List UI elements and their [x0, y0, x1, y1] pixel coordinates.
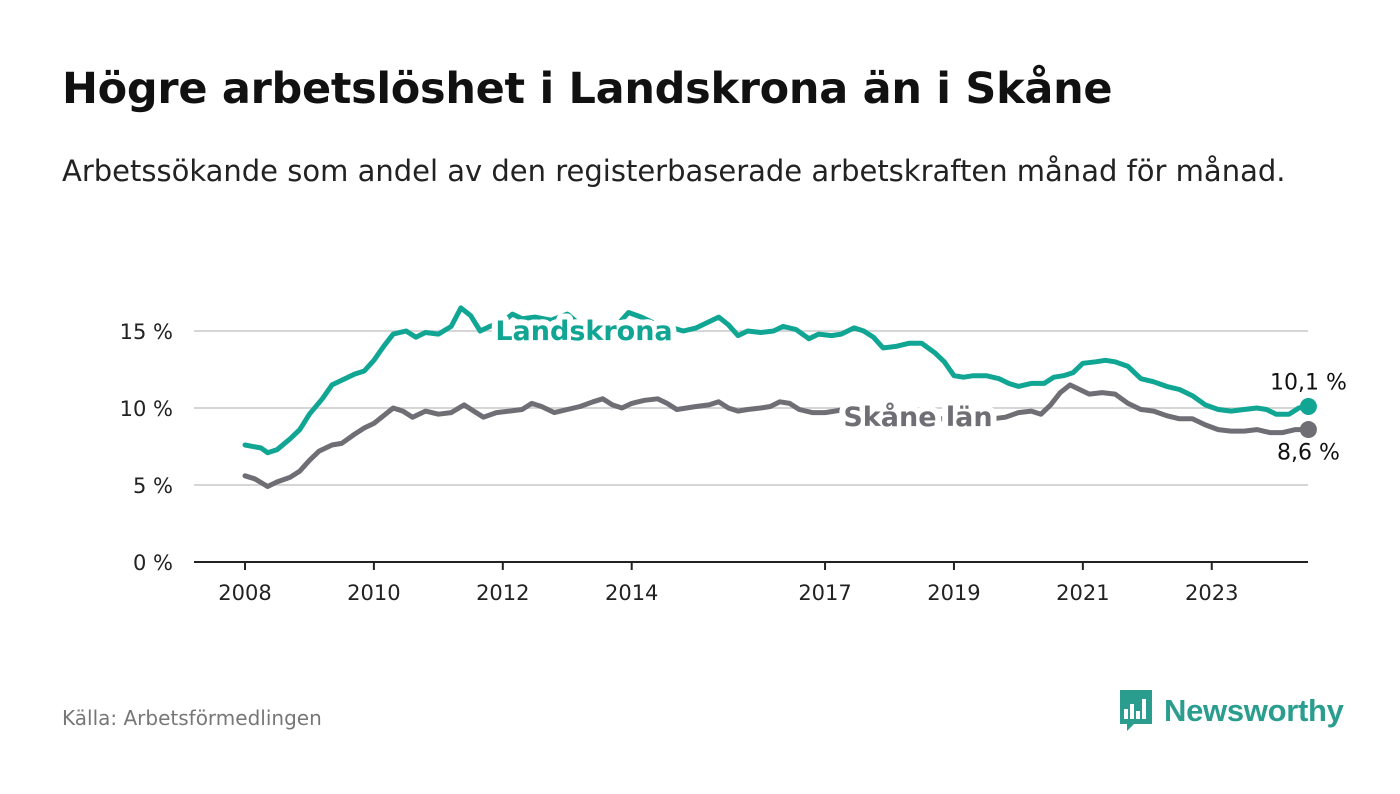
- x-tick-label: 2023: [1185, 581, 1238, 605]
- x-tick-label: 2021: [1056, 581, 1109, 605]
- y-tick-label: 0 %: [133, 551, 173, 575]
- source-note: Källa: Arbetsförmedlingen: [62, 706, 322, 730]
- series-name-halo: Skåne län: [843, 401, 992, 433]
- series-name-label: Landskrona: [495, 316, 672, 347]
- x-tick-label: 2014: [605, 581, 658, 605]
- x-tick-label: 2017: [798, 581, 851, 605]
- series-end-value: 10,1 %: [1270, 370, 1347, 395]
- series-name-label: Skåne län: [843, 401, 992, 433]
- series-end-point: [1299, 421, 1317, 439]
- series-line: [242, 382, 1311, 489]
- line-chart: 0 %5 %10 %15 % 2008 2010 2012 2014 2017 2019 2…: [120, 305, 1347, 605]
- chart-subtitle: Arbetssökande som andel av den registerb…: [62, 154, 1286, 188]
- x-tick-label: 2019: [927, 581, 980, 605]
- x-tick-label: 2010: [347, 581, 400, 605]
- y-tick-label: 15 %: [120, 320, 173, 344]
- x-axis: 2008 2010 2012 2014 2017 2019 2021 2023: [194, 561, 1308, 605]
- y-axis: 0 % 5 % 10 % 15 %: [120, 320, 173, 575]
- y-tick-label: 5 %: [133, 474, 173, 498]
- x-tick-label: 2012: [476, 581, 529, 605]
- y-tick-label: 10 %: [120, 397, 173, 421]
- series-end-value: 8,6 %: [1277, 441, 1340, 466]
- series-line: [242, 305, 1311, 456]
- bar-chart-speech-bubble-icon: [1120, 690, 1152, 731]
- brand-name: Newsworthy: [1164, 693, 1344, 728]
- newsworthy-logo[interactable]: Newsworthy: [1118, 690, 1344, 732]
- series-name-halo: Landskrona: [495, 316, 672, 347]
- chart-title: Högre arbetslöshet i Landskrona än i Skå…: [62, 64, 1113, 114]
- series-layer: [242, 305, 1317, 489]
- series-end-point: [1299, 397, 1317, 415]
- x-tick-label: 2008: [218, 581, 271, 605]
